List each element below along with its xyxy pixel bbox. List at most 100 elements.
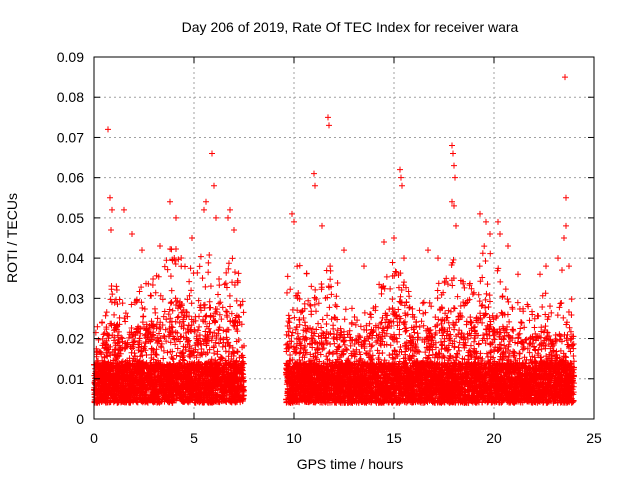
data-point bbox=[378, 290, 385, 297]
data-point bbox=[128, 349, 135, 356]
data-point bbox=[161, 263, 168, 270]
data-point bbox=[169, 324, 176, 331]
data-point bbox=[152, 350, 159, 357]
data-point bbox=[375, 355, 382, 362]
data-point bbox=[240, 309, 247, 316]
data-point bbox=[211, 350, 218, 357]
data-point bbox=[176, 319, 183, 326]
data-point bbox=[207, 314, 214, 321]
data-point bbox=[136, 288, 143, 295]
data-point bbox=[387, 342, 394, 349]
data-point bbox=[111, 311, 118, 318]
data-point bbox=[213, 308, 220, 315]
data-point bbox=[113, 287, 120, 294]
data-point bbox=[154, 315, 161, 322]
data-point bbox=[212, 339, 219, 346]
data-point bbox=[140, 313, 147, 320]
data-point bbox=[469, 291, 476, 298]
data-point bbox=[434, 287, 441, 294]
data-point bbox=[505, 298, 512, 305]
data-point bbox=[557, 300, 564, 307]
data-point bbox=[169, 307, 176, 314]
data-point bbox=[175, 313, 182, 320]
data-point bbox=[125, 334, 132, 341]
data-point bbox=[218, 316, 225, 323]
data-point bbox=[482, 258, 489, 265]
data-point bbox=[188, 287, 195, 294]
data-point bbox=[207, 304, 214, 311]
data-point bbox=[174, 345, 181, 352]
data-point bbox=[94, 323, 101, 330]
data-point bbox=[172, 329, 179, 336]
data-point bbox=[174, 314, 181, 321]
data-point bbox=[426, 299, 433, 306]
data-point bbox=[225, 260, 232, 267]
data-point bbox=[160, 355, 167, 362]
data-point bbox=[149, 281, 156, 288]
data-point bbox=[102, 312, 109, 319]
data-point bbox=[103, 309, 110, 316]
data-point bbox=[554, 312, 561, 319]
data-point bbox=[168, 298, 175, 305]
data-point bbox=[196, 323, 203, 330]
data-point bbox=[95, 336, 102, 343]
data-point bbox=[194, 269, 201, 276]
data-point bbox=[219, 343, 226, 350]
data-point bbox=[216, 282, 223, 289]
data-point bbox=[172, 341, 179, 348]
data-point bbox=[109, 291, 116, 298]
data-point bbox=[152, 309, 159, 316]
data-point bbox=[119, 300, 126, 307]
data-point bbox=[229, 279, 236, 286]
data-point bbox=[231, 269, 238, 276]
data-point bbox=[152, 289, 159, 296]
data-point bbox=[160, 347, 167, 354]
data-point bbox=[111, 299, 118, 306]
data-point bbox=[226, 292, 233, 299]
data-point bbox=[150, 275, 157, 282]
data-point bbox=[122, 310, 129, 317]
data-point bbox=[141, 305, 148, 312]
data-point bbox=[168, 287, 175, 294]
data-point bbox=[167, 273, 174, 280]
data-point bbox=[196, 263, 203, 270]
data-point bbox=[206, 298, 213, 305]
data-point bbox=[216, 276, 223, 283]
data-point bbox=[114, 301, 121, 308]
data-point bbox=[188, 300, 195, 307]
data-point bbox=[136, 335, 143, 342]
data-point bbox=[197, 253, 204, 260]
data-point bbox=[205, 259, 212, 266]
data-point bbox=[167, 246, 174, 253]
data-point bbox=[161, 334, 168, 341]
data-point bbox=[207, 283, 214, 290]
data-point bbox=[461, 284, 468, 291]
data-point bbox=[174, 330, 181, 336]
data-point bbox=[100, 331, 107, 338]
data-point bbox=[178, 255, 185, 262]
data-point bbox=[108, 286, 115, 293]
data-point bbox=[202, 283, 209, 290]
data-point bbox=[186, 292, 193, 299]
data-point bbox=[214, 351, 221, 358]
data-point bbox=[483, 290, 490, 297]
data-point bbox=[205, 269, 212, 276]
data-point bbox=[162, 326, 169, 333]
data-point bbox=[443, 275, 450, 282]
data-point bbox=[216, 311, 223, 318]
chart-title: Day 206 of 2019, Rate Of TEC Index for r… bbox=[182, 19, 519, 35]
data-point bbox=[199, 275, 206, 282]
data-point bbox=[479, 250, 486, 257]
data-point bbox=[222, 348, 229, 355]
data-point bbox=[147, 292, 154, 299]
data-point bbox=[235, 270, 242, 277]
data-point bbox=[481, 243, 488, 250]
data-point bbox=[447, 331, 454, 338]
data-point bbox=[221, 281, 228, 288]
data-point bbox=[325, 350, 332, 357]
data-point bbox=[172, 245, 179, 252]
data-points bbox=[91, 74, 577, 406]
data-point bbox=[187, 265, 194, 272]
data-point bbox=[100, 340, 107, 347]
